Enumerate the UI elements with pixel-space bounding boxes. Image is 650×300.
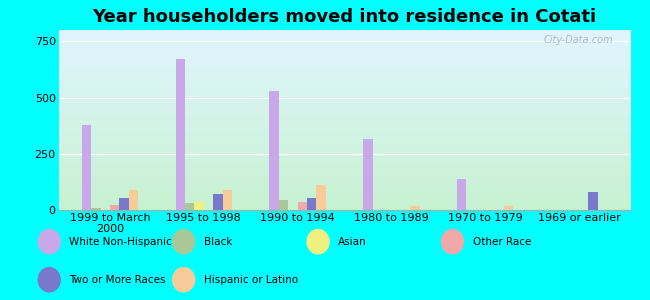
Bar [129,190,138,210]
Text: White Non-Hispanic: White Non-Hispanic [70,237,172,247]
Text: Black: Black [204,237,232,247]
Text: Hispanic or Latino: Hispanic or Latino [204,275,298,285]
Text: Two or More Races: Two or More Races [70,275,166,285]
Text: Other Race: Other Race [473,237,531,247]
Bar [185,203,194,210]
Text: City-Data.com: City-Data.com [543,35,614,45]
Bar [317,185,326,210]
Bar [120,198,129,210]
Ellipse shape [38,230,60,254]
Bar [298,202,307,210]
Ellipse shape [173,230,194,254]
Title: Year householders moved into residence in Cotati: Year householders moved into residence i… [92,8,597,26]
Bar [91,208,101,210]
Bar [504,206,514,210]
Ellipse shape [173,268,194,292]
Bar [588,192,598,210]
Ellipse shape [38,268,60,292]
Text: Asian: Asian [338,237,367,247]
Bar [213,194,222,210]
Ellipse shape [307,230,329,254]
Bar [194,202,204,210]
Bar [110,205,120,210]
Bar [270,91,279,210]
Bar [457,178,467,210]
Bar [176,59,185,210]
Bar [363,139,372,210]
Bar [279,200,288,210]
Bar [82,124,91,210]
Bar [222,190,232,210]
Bar [410,206,419,210]
Ellipse shape [441,230,463,254]
Bar [307,198,317,210]
